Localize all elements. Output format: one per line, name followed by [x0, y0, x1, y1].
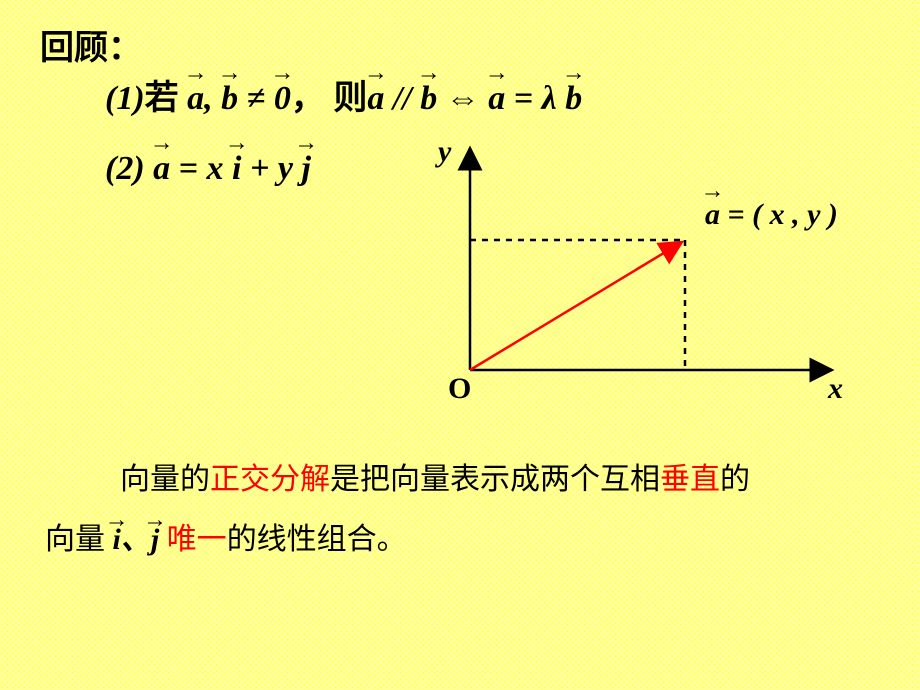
bt-l1-p2: 是把向量表示成两个互相: [330, 463, 660, 496]
vec-b3: →b: [565, 80, 582, 118]
vec-a-f2: →a: [153, 150, 170, 188]
f1-comma2: ，: [291, 80, 334, 117]
x-label: x: [828, 372, 843, 406]
f2-eq: =: [170, 150, 206, 187]
formula-2: (2) →a = x →i + y →j: [105, 150, 311, 188]
origin-label: O: [448, 372, 471, 406]
f1-ze: 则: [333, 80, 367, 117]
vec-coord-rest: = ( x , y ): [720, 198, 838, 231]
vec-a-label: →a: [705, 198, 720, 232]
f1-eq: =: [505, 80, 541, 117]
arrow-icon: →: [225, 130, 249, 157]
vector-a: [470, 242, 682, 370]
vec-i: →i: [232, 150, 241, 188]
slide-content: 回顾： (1)若 →a, →b ≠ →0， 则→a // →b ⇔ →a = λ…: [0, 0, 920, 690]
f2-y: y: [278, 150, 293, 187]
review-title: 回顾：: [40, 20, 142, 69]
f1-lambda: λ: [542, 80, 557, 117]
arrow-icon: →: [701, 178, 725, 205]
f2-prefix: (2): [105, 150, 145, 187]
coordinate-diagram: y x O →a = ( x , y ): [430, 140, 860, 420]
bt-l1-p3: 的: [720, 463, 750, 496]
vec-a3: →a: [488, 80, 505, 118]
formula-1: (1)若 →a, →b ≠ →0， 则→a // →b ⇔ →a = λ →b: [105, 70, 582, 119]
arrow-icon: →: [417, 60, 441, 87]
arrow-icon: →: [270, 60, 294, 87]
arrow-icon: →: [105, 490, 129, 550]
f1-parallel: //: [384, 80, 420, 117]
vec-i-inline: →i: [113, 510, 121, 570]
f1-prefix: (1): [105, 80, 145, 117]
arrow-icon: →: [184, 60, 208, 87]
vec-a: →a: [187, 80, 204, 118]
y-label: y: [438, 135, 451, 169]
f1-ruo: 若: [145, 80, 179, 117]
vec-zero: →0: [274, 80, 291, 118]
f1-neq: ≠: [238, 80, 274, 117]
bt-l1-red2: 垂直: [660, 463, 720, 496]
bt-l2-p2: 的线性组合。: [227, 523, 407, 556]
bottom-line1: 向量的正交分解是把向量表示成两个互相垂直的: [120, 450, 750, 510]
arrow-icon: →: [143, 490, 167, 550]
arrow-icon: →: [562, 60, 586, 87]
vec-b2: →b: [420, 80, 437, 118]
arrow-icon: →: [485, 60, 509, 87]
f1-iff: ⇔: [437, 80, 488, 117]
arrow-icon: →: [150, 130, 174, 157]
bottom-line2: 向量 →i、→j 唯一的线性组合。: [45, 510, 407, 570]
vec-j: →j: [301, 150, 310, 188]
vector-coord-label: →a = ( x , y ): [705, 198, 838, 232]
arrow-icon: →: [294, 130, 318, 157]
arrow-icon: →: [364, 60, 388, 87]
bt-l1-red1: 正交分解: [210, 463, 330, 496]
vec-a2: →a: [367, 80, 384, 118]
f2-x: x: [207, 150, 224, 187]
vec-j-inline: →j: [151, 510, 159, 570]
bt-l2-p1: 向量: [45, 523, 113, 556]
bt-l2-red: 唯一: [167, 523, 227, 556]
arrow-icon: →: [218, 60, 242, 87]
vec-b: →b: [221, 80, 238, 118]
diagram-svg: [430, 140, 860, 420]
